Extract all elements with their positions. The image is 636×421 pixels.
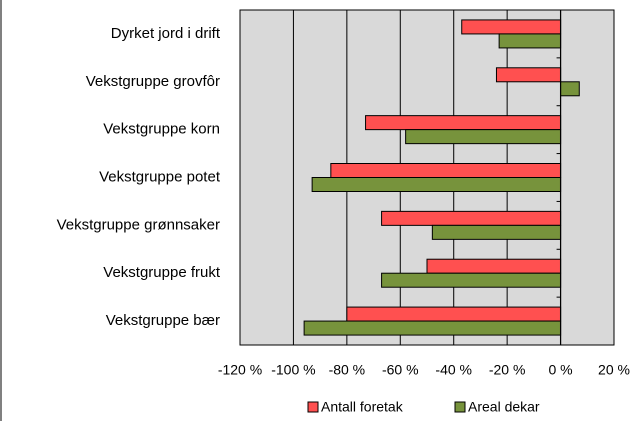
bar bbox=[303, 320, 562, 336]
legend-label: Antall foretak bbox=[321, 399, 404, 415]
bar bbox=[560, 81, 580, 97]
x-tick-label: 0 % bbox=[549, 362, 573, 378]
bar bbox=[495, 67, 562, 83]
y-tick-label: Vekstgruppe grovfôr bbox=[86, 73, 220, 90]
bar bbox=[330, 163, 562, 178]
x-tick-label: -20 % bbox=[489, 362, 526, 378]
bar bbox=[346, 306, 562, 322]
bar bbox=[311, 177, 562, 192]
bar bbox=[381, 272, 562, 288]
bar bbox=[365, 115, 562, 131]
bar bbox=[405, 129, 562, 145]
y-tick-label: Vekstgruppe potet bbox=[99, 168, 221, 185]
x-tick-label: -40 % bbox=[435, 362, 472, 378]
x-tick-label: 20 % bbox=[598, 362, 630, 378]
bar bbox=[498, 33, 562, 49]
y-tick-label: Dyrket jord i drift bbox=[111, 25, 221, 42]
y-tick-label: Vekstgruppe bær bbox=[106, 312, 220, 329]
x-tick-label: -120 % bbox=[218, 362, 262, 378]
bar bbox=[461, 19, 562, 35]
y-tick-label: Vekstgruppe grønnsaker bbox=[57, 216, 220, 233]
bar bbox=[426, 258, 562, 274]
legend-label: Areal dekar bbox=[468, 399, 540, 415]
y-tick-label: Vekstgruppe korn bbox=[103, 121, 220, 138]
x-tick-label: -100 % bbox=[271, 362, 315, 378]
x-tick-label: -80 % bbox=[329, 362, 366, 378]
bar bbox=[381, 210, 562, 226]
bar bbox=[431, 224, 562, 240]
y-tick-label: Vekstgruppe frukt bbox=[103, 264, 221, 281]
legend-swatch bbox=[454, 401, 466, 413]
legend-swatch bbox=[307, 401, 319, 413]
x-tick-label: -60 % bbox=[382, 362, 419, 378]
